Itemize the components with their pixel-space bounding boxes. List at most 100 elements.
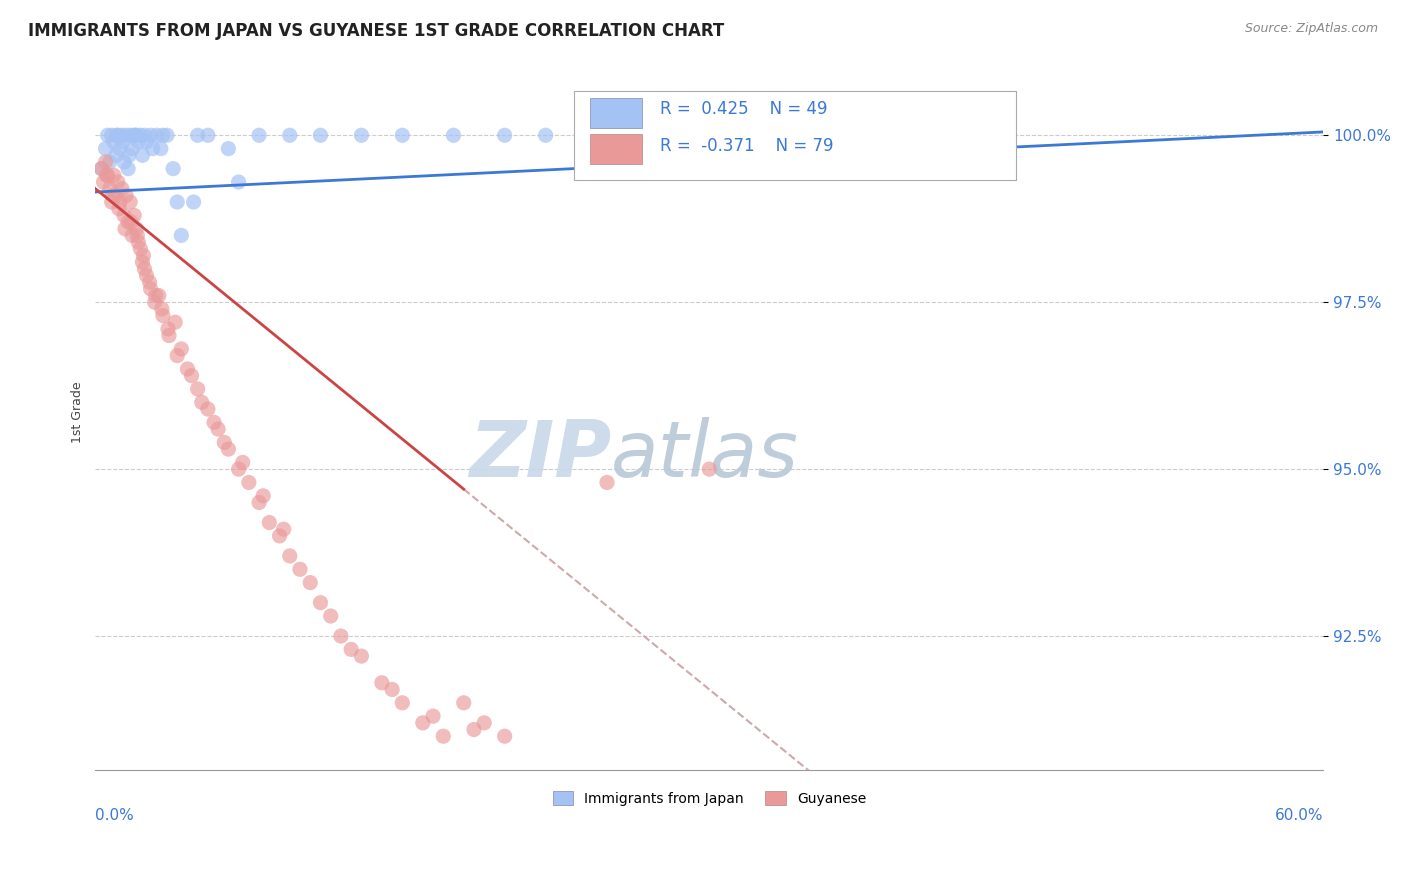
Point — [120, 128, 142, 143]
Point — [453, 696, 475, 710]
Point — [134, 128, 156, 143]
Point — [117, 215, 139, 229]
Point — [202, 416, 225, 430]
Point — [143, 295, 166, 310]
Point — [156, 322, 179, 336]
Point — [217, 142, 239, 156]
Point — [319, 609, 342, 624]
Point — [247, 495, 270, 509]
Point — [120, 194, 142, 209]
Point — [111, 128, 134, 143]
Point — [494, 729, 516, 743]
Point — [90, 161, 112, 176]
Point — [122, 128, 145, 143]
Point — [94, 155, 117, 169]
Point — [135, 135, 157, 149]
Point — [121, 228, 143, 243]
Point — [157, 328, 180, 343]
Point — [131, 255, 153, 269]
Point — [112, 155, 135, 169]
Point — [463, 723, 485, 737]
Point — [125, 221, 148, 235]
Point — [127, 235, 149, 249]
Point — [90, 161, 112, 176]
Point — [166, 194, 188, 209]
Point — [108, 142, 131, 156]
Point — [534, 128, 557, 143]
Point — [371, 675, 394, 690]
Point — [107, 175, 129, 189]
Point — [207, 422, 229, 436]
Point — [183, 194, 205, 209]
Point — [96, 169, 118, 183]
Point — [100, 194, 122, 209]
Point — [278, 549, 301, 563]
Point — [111, 135, 134, 149]
Point — [115, 128, 138, 143]
Point — [228, 462, 250, 476]
Point — [108, 202, 131, 216]
Point — [391, 128, 413, 143]
Legend: Immigrants from Japan, Guyanese: Immigrants from Japan, Guyanese — [546, 784, 873, 813]
Point — [443, 128, 465, 143]
Point — [269, 529, 291, 543]
Point — [381, 682, 404, 697]
Point — [115, 188, 138, 202]
Text: 60.0%: 60.0% — [1275, 808, 1323, 823]
Point — [340, 642, 363, 657]
Point — [217, 442, 239, 456]
Point — [176, 362, 198, 376]
Point — [149, 142, 172, 156]
Point — [97, 169, 120, 183]
Point — [187, 382, 209, 396]
Point — [391, 696, 413, 710]
Point — [170, 342, 193, 356]
Point — [180, 368, 202, 383]
Point — [101, 188, 124, 202]
FancyBboxPatch shape — [574, 91, 1017, 180]
Point — [432, 729, 454, 743]
Point — [132, 248, 155, 262]
Point — [121, 142, 143, 156]
Point — [97, 128, 120, 143]
Point — [142, 142, 165, 156]
Point — [112, 208, 135, 222]
Point — [104, 148, 127, 162]
Point — [494, 128, 516, 143]
Point — [214, 435, 236, 450]
Point — [259, 516, 281, 530]
Point — [228, 175, 250, 189]
Text: Source: ZipAtlas.com: Source: ZipAtlas.com — [1244, 22, 1378, 36]
Point — [472, 715, 495, 730]
Point — [139, 128, 162, 143]
FancyBboxPatch shape — [591, 98, 641, 128]
Point — [138, 275, 160, 289]
Point — [232, 455, 254, 469]
Point — [329, 629, 352, 643]
Text: atlas: atlas — [612, 417, 799, 493]
Point — [162, 161, 184, 176]
Point — [156, 128, 179, 143]
Point — [98, 155, 121, 169]
Text: 0.0%: 0.0% — [96, 808, 134, 823]
Point — [191, 395, 214, 409]
Point — [125, 128, 148, 143]
Point — [129, 128, 152, 143]
Point — [197, 402, 219, 417]
Point — [103, 169, 125, 183]
Point — [100, 128, 122, 143]
Point — [152, 128, 174, 143]
Point — [422, 709, 444, 723]
Point — [107, 128, 129, 143]
Point — [166, 349, 188, 363]
Point — [309, 596, 332, 610]
Point — [247, 128, 270, 143]
Point — [117, 161, 139, 176]
Point — [596, 128, 619, 143]
Point — [252, 489, 274, 503]
Point — [273, 522, 295, 536]
Point — [197, 128, 219, 143]
Point — [120, 215, 142, 229]
Point — [278, 128, 301, 143]
Point — [148, 288, 170, 302]
